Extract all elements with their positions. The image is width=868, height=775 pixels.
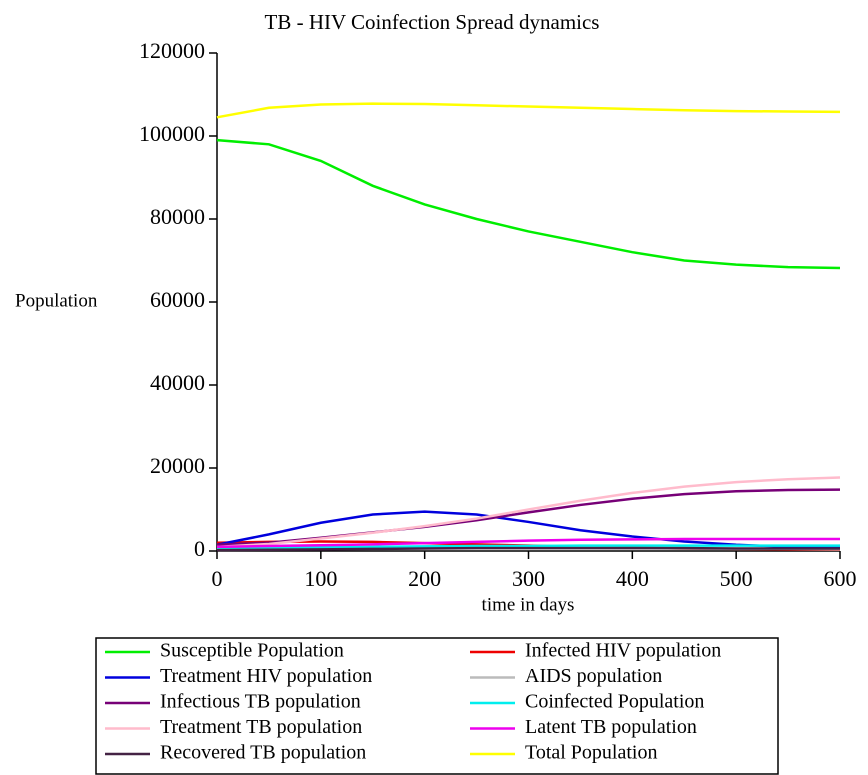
legend-label: Total Population	[525, 742, 657, 764]
legend-label: Treatment HIV population	[160, 665, 372, 687]
x-tick-label: 200	[408, 566, 441, 591]
y-tick-label: 60000	[150, 287, 205, 312]
series-line	[216, 537, 840, 549]
x-tick-label: 100	[304, 566, 337, 591]
y-tick-label: 120000	[139, 38, 205, 63]
x-axis-label: time in days	[482, 594, 575, 615]
legend-label: AIDS population	[525, 665, 662, 687]
series-line	[216, 488, 841, 547]
x-tick-label: 300	[512, 566, 545, 591]
legend-label: Latent TB population	[525, 716, 697, 738]
y-tick-label: 40000	[150, 370, 205, 395]
series-line	[216, 546, 840, 552]
legend-label: Infectious TB population	[160, 691, 361, 713]
legend-label: Susceptible Population	[160, 640, 344, 662]
x-tick-label: 400	[616, 566, 649, 591]
y-tick-label: 80000	[150, 204, 205, 229]
legend-label: Recovered TB population	[160, 742, 366, 764]
series-line	[216, 138, 841, 270]
series-line	[216, 102, 841, 119]
legend-box	[95, 637, 779, 775]
y-tick-label: 100000	[139, 121, 205, 146]
y-tick-label: 20000	[150, 453, 205, 478]
chart-title: TB - HIV Coinfection Spread dynamics	[265, 10, 600, 34]
x-tick-label: 500	[720, 566, 753, 591]
y-axis-label: Population	[15, 290, 98, 311]
legend-label: Infected HIV population	[525, 640, 721, 662]
y-tick-label: 0	[194, 536, 205, 561]
series-line	[216, 476, 841, 549]
x-tick-label: 600	[824, 566, 857, 591]
x-tick-label: 0	[212, 566, 223, 591]
series-line	[216, 544, 840, 551]
legend-label: Coinfected Population	[525, 691, 704, 713]
legend-label: Treatment TB population	[160, 716, 362, 738]
